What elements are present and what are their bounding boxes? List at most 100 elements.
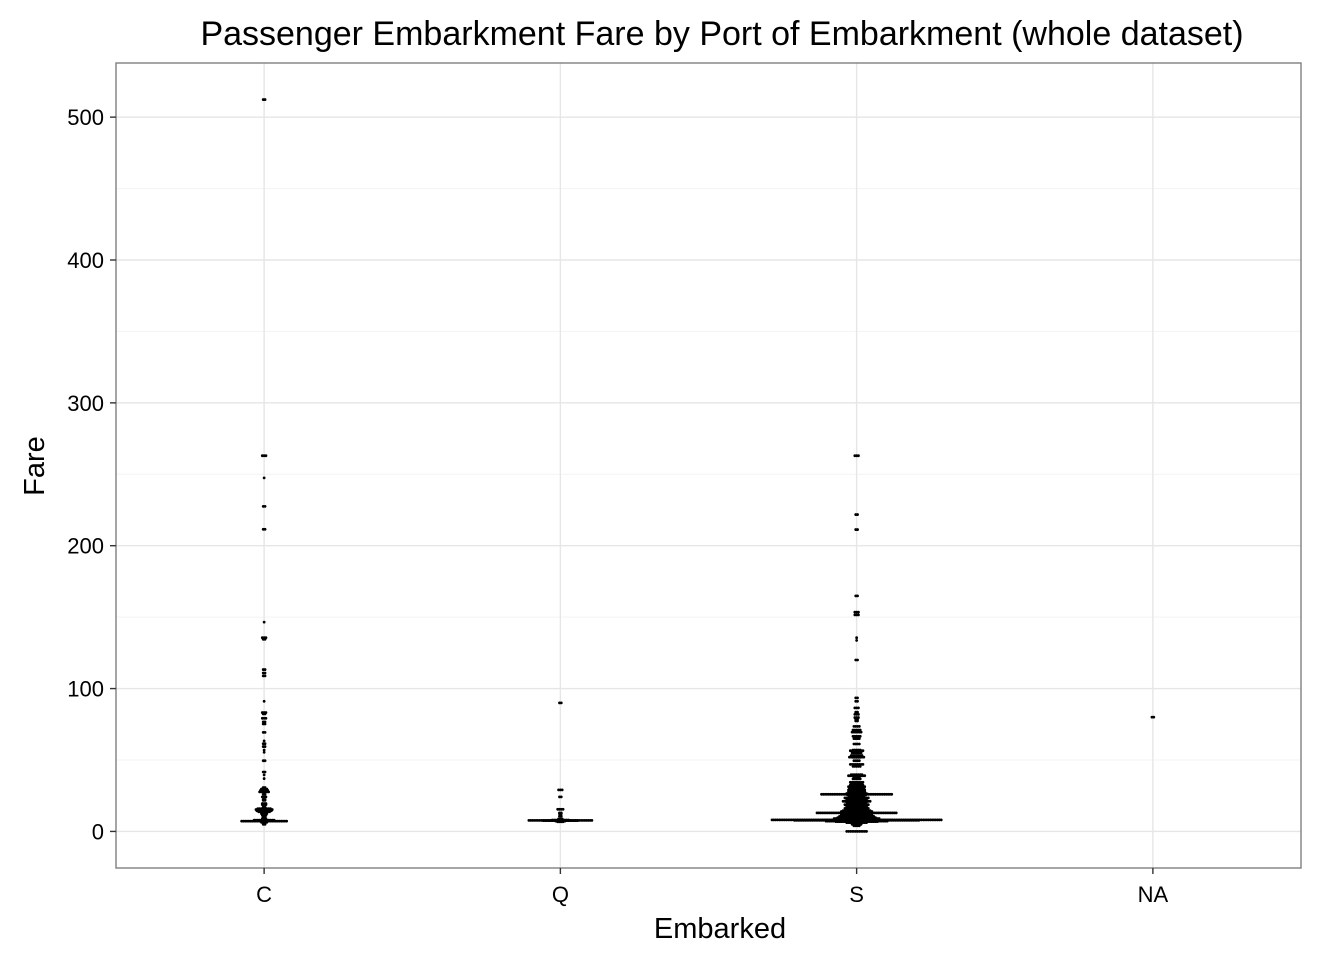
data-point [864,793,868,797]
data-point [855,639,859,642]
data-point [861,763,865,766]
data-point [1152,715,1156,719]
chart-title: Passenger Embarkment Fare by Port of Emb… [200,15,1243,53]
data-point [268,810,271,814]
data-points [240,98,1156,833]
data-point [560,788,564,792]
series-s [770,454,943,833]
data-point [865,830,868,833]
data-point [263,637,267,641]
panel-border [115,62,1302,869]
data-point [263,731,267,734]
data-point [857,613,860,617]
data-point [559,812,563,816]
y-tick-label: 400 [67,248,104,273]
data-point [264,716,268,720]
x-tick-label-c: C [256,882,272,907]
data-point [263,527,267,531]
grid-lines [116,63,1301,868]
data-point [858,734,862,738]
data-point [855,636,859,640]
data-point [885,819,889,823]
data-point [856,594,859,598]
data-point [894,811,898,815]
data-point [856,658,859,662]
data-point [263,674,267,678]
data-point [856,699,859,703]
data-point [265,820,269,824]
x-tick-label-s: S [849,882,864,907]
data-point [862,755,866,759]
data-point [264,803,268,806]
data-point [267,790,271,794]
data-point [262,620,266,624]
data-point [263,799,267,802]
data-point [859,730,863,734]
data-point [262,739,266,743]
data-point [857,713,860,716]
data-point [264,795,268,799]
y-tick-label: 300 [67,391,104,416]
data-point [263,770,267,774]
data-point [856,696,859,700]
data-point [857,824,861,828]
data-point [857,737,861,740]
data-point [858,755,862,759]
series-q [527,701,594,824]
data-point [262,750,266,754]
data-point [262,777,266,780]
data-point [858,777,862,781]
data-point [858,728,862,732]
data-point [262,748,266,752]
x-tick-label-na: NA [1138,882,1169,907]
data-point [263,742,267,746]
data-point [559,814,563,818]
series-c [240,98,289,826]
y-axis-title: Fare [19,436,51,496]
data-point [868,799,872,803]
data-point [559,795,563,799]
data-point [263,759,267,763]
series-na [1150,715,1156,719]
data-point [263,671,267,675]
data-point [262,476,266,480]
data-point [858,765,862,768]
data-point [561,820,565,824]
data-point [863,790,867,793]
y-tick-label: 100 [67,677,104,702]
data-point [262,773,266,777]
data-point [856,710,859,714]
data-point [561,807,565,811]
x-axis-title: Embarked [654,913,786,945]
data-point [264,454,268,458]
data-point [857,742,861,746]
data-point [857,454,860,458]
data-point [857,725,861,728]
data-point [263,98,267,101]
data-point [939,818,943,822]
data-point [263,822,267,826]
data-point [559,701,563,705]
data-point [263,722,267,726]
data-point [857,706,860,710]
data-point [263,505,267,508]
data-point [576,819,579,822]
data-point [890,792,894,796]
data-point [875,820,879,823]
data-point [856,513,859,516]
data-point [861,749,865,753]
data-point [285,819,289,823]
data-point [856,719,859,723]
data-point [859,751,863,755]
y-tick-label: 0 [92,819,104,844]
data-point [917,818,921,822]
data-point [590,818,594,822]
data-point [263,720,267,724]
data-point [263,815,267,818]
data-point [857,759,861,763]
data-point [857,610,860,614]
data-point [263,712,267,716]
